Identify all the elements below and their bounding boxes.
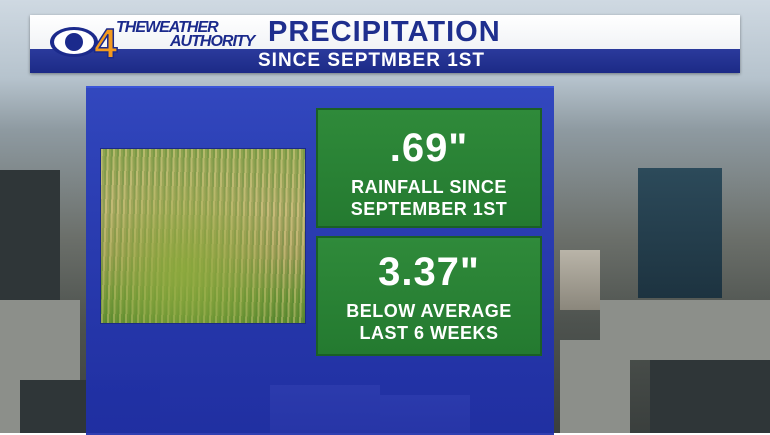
deficit-label-line-1: BELOW AVERAGE bbox=[346, 301, 512, 321]
building bbox=[560, 250, 600, 310]
deficit-stat-box: 3.37" BELOW AVERAGE LAST 6 WEEKS bbox=[316, 236, 542, 356]
rainfall-label-line-2: SEPTEMBER 1ST bbox=[350, 199, 508, 219]
deficit-value: 3.37" bbox=[378, 250, 480, 294]
building bbox=[560, 340, 630, 433]
building bbox=[650, 360, 770, 433]
title-strip bbox=[30, 15, 740, 49]
rainfall-value: .69" bbox=[389, 126, 469, 170]
page-title: PRECIPITATION bbox=[268, 16, 501, 48]
graphic-panel: .69" RAINFALL SINCE SEPTEMBER 1ST 3.37" … bbox=[86, 86, 554, 435]
rainfall-stat-box: .69" RAINFALL SINCE SEPTEMBER 1ST bbox=[316, 108, 542, 228]
cbs-eye-logo: 4 bbox=[50, 20, 119, 64]
station-number: 4 bbox=[94, 20, 118, 64]
dry-grass-photo bbox=[100, 148, 306, 324]
deficit-label-line-2: LAST 6 WEEKS bbox=[359, 323, 499, 343]
building bbox=[638, 168, 722, 298]
subtitle-strip bbox=[30, 49, 740, 73]
brand-line-1: THEWEATHER bbox=[116, 19, 219, 36]
brand-wordmark: THEWEATHER AUTHORITY bbox=[116, 19, 256, 59]
header-banner: 4 THEWEATHER AUTHORITY PRECIPITATION SIN… bbox=[30, 15, 740, 73]
brand-line-2: AUTHORITY bbox=[170, 33, 255, 50]
page-subtitle: SINCE SEPTMBER 1ST bbox=[258, 50, 486, 71]
rainfall-label-line-1: RAINFALL SINCE bbox=[351, 177, 507, 197]
building bbox=[0, 170, 60, 310]
